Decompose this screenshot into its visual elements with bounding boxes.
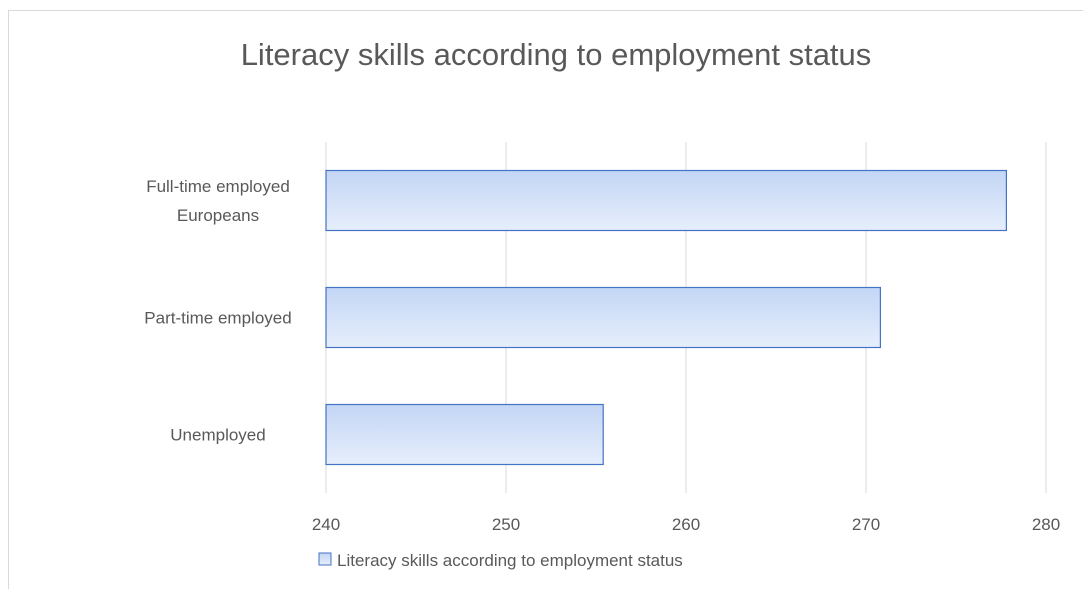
bar: [325, 403, 604, 466]
bar: [325, 169, 1008, 232]
bar: [325, 286, 882, 349]
x-axis-ticks: 240 250 260 270 280: [312, 515, 1060, 534]
x-tick-label: 270: [852, 515, 880, 534]
chart-title: Literacy skills according to employment …: [241, 37, 872, 72]
category-label: Part-time employed: [144, 309, 291, 328]
category-label: Unemployed: [170, 426, 265, 445]
legend-swatch: [318, 552, 332, 566]
x-tick-label: 280: [1032, 515, 1060, 534]
category-label: Full-time employed: [146, 177, 290, 196]
category-labels: Full-time employed Europeans Part-time emp…: [144, 177, 291, 445]
bars: [325, 169, 1008, 466]
x-tick-label: 260: [672, 515, 700, 534]
legend-label: Literacy skills according to employment …: [337, 551, 683, 570]
x-tick-label: 250: [492, 515, 520, 534]
legend: Literacy skills according to employment …: [318, 551, 683, 570]
x-tick-label: 240: [312, 515, 340, 534]
category-label: Europeans: [177, 206, 259, 225]
